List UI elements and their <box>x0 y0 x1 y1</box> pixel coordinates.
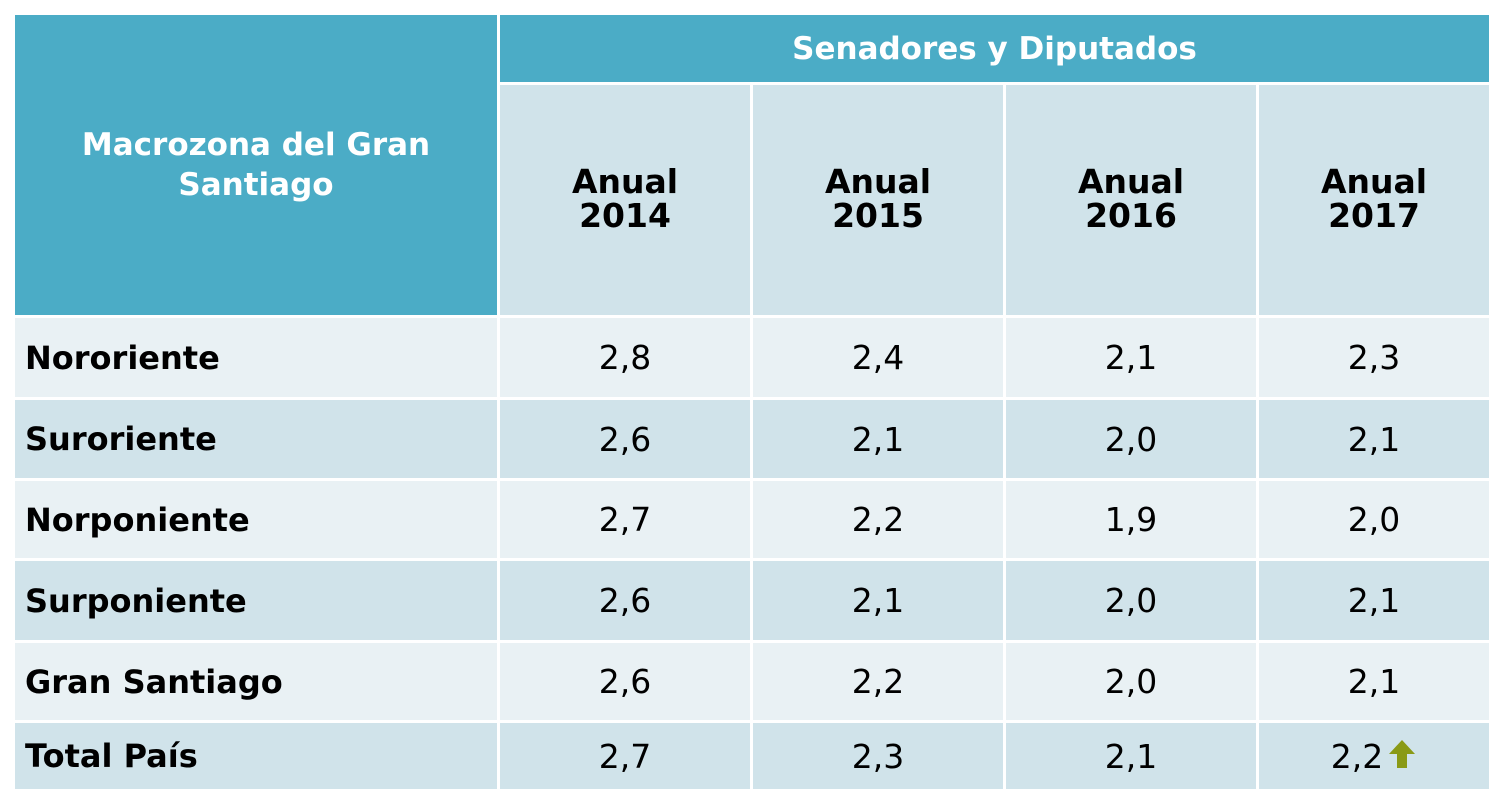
value-cell: 2,2 <box>752 642 1005 722</box>
row-label: Suroriente <box>14 399 499 480</box>
cell-value: 2,6 <box>599 581 651 620</box>
column-header: Anual 2016 <box>1005 84 1258 317</box>
value-cell: 1,9 <box>1005 480 1258 560</box>
value-cell: 2,6 <box>499 642 752 722</box>
cell-value: 2,1 <box>852 420 904 459</box>
value-cell: 2,3 <box>752 722 1005 791</box>
table-row: Total País 2,7 2,3 2,1 2,2 <box>14 722 1489 791</box>
up-arrow-icon <box>1387 738 1417 770</box>
cell-value: 2,1 <box>852 581 904 620</box>
row-label-text: Gran Santiago <box>25 663 283 701</box>
table-row: Surponiente 2,6 2,1 2,0 2,1 <box>14 560 1489 642</box>
value-cell: 2,0 <box>1005 642 1258 722</box>
row-label-text: Suroriente <box>25 420 217 458</box>
cell-value: 2,1 <box>1105 737 1157 776</box>
cell-value: 2,4 <box>852 338 904 377</box>
value-cell: 2,0 <box>1005 560 1258 642</box>
column-header-text: Anual 2015 <box>825 165 931 234</box>
cell-value: 2,0 <box>1105 662 1157 701</box>
value-cell: 2,0 <box>1005 399 1258 480</box>
data-table: Macrozona del Gran Santiago Senadores y … <box>12 12 1489 792</box>
row-label: Gran Santiago <box>14 642 499 722</box>
value-cell: 2,3 <box>1258 317 1489 399</box>
cell-value: 2,1 <box>1348 662 1400 701</box>
cell-value: 2,0 <box>1105 581 1157 620</box>
table-body: Nororiente 2,8 2,4 2,1 2,3 Suroriente 2,6 2,1 2,… <box>14 317 1489 791</box>
row-label: Nororiente <box>14 317 499 399</box>
row-label-text: Surponiente <box>25 582 247 620</box>
value-cell: 2,1 <box>1258 399 1489 480</box>
cell-value: 2,6 <box>599 662 651 701</box>
table-head: Macrozona del Gran Santiago Senadores y … <box>14 14 1489 317</box>
cell-value: 2,3 <box>1348 338 1400 377</box>
value-cell: 2,8 <box>499 317 752 399</box>
value-cell: 2,1 <box>752 399 1005 480</box>
value-cell: 2,6 <box>499 560 752 642</box>
cell-value: 2,7 <box>599 737 651 776</box>
corner-cell: Macrozona del Gran Santiago <box>14 14 499 317</box>
column-header: Anual 2017 <box>1258 84 1489 317</box>
cell-value: 2,8 <box>599 338 651 377</box>
column-header-text: Anual 2017 <box>1321 165 1427 234</box>
cell-value: 2,3 <box>852 737 904 776</box>
cell-value: 2,2 <box>852 500 904 539</box>
cell-value: 2,6 <box>599 420 651 459</box>
column-header-text: Anual 2014 <box>572 165 678 234</box>
column-header-text: Anual 2016 <box>1078 165 1184 234</box>
value-cell: 2,2 <box>752 480 1005 560</box>
value-cell: 2,1 <box>1258 642 1489 722</box>
value-cell: 2,1 <box>1005 317 1258 399</box>
row-label-text: Norponiente <box>25 501 250 539</box>
group-header: Senadores y Diputados <box>499 14 1489 84</box>
cell-value: 2,2 <box>852 662 904 701</box>
value-cell: 2,1 <box>1005 722 1258 791</box>
row-label-text: Nororiente <box>25 339 220 377</box>
header-row: Macrozona del Gran Santiago Senadores y … <box>14 14 1489 84</box>
table-row: Gran Santiago 2,6 2,2 2,0 2,1 <box>14 642 1489 722</box>
cell-value: 2,1 <box>1348 581 1400 620</box>
value-cell: 2,1 <box>752 560 1005 642</box>
column-header: Anual 2015 <box>752 84 1005 317</box>
cell-value: 2,0 <box>1348 500 1400 539</box>
table-row: Nororiente 2,8 2,4 2,1 2,3 <box>14 317 1489 399</box>
arrow-shape <box>1389 740 1415 768</box>
table-row: Norponiente 2,7 2,2 1,9 2,0 <box>14 480 1489 560</box>
cell-value: 2,2 <box>1331 737 1383 776</box>
value-cell: 2,4 <box>752 317 1005 399</box>
column-header: Anual 2014 <box>499 84 752 317</box>
value-cell: 2,7 <box>499 480 752 560</box>
value-cell: 2,6 <box>499 399 752 480</box>
row-label: Total País <box>14 722 499 791</box>
row-label-text: Total País <box>25 737 198 775</box>
value-cell: 2,2 <box>1258 722 1489 791</box>
cell-value: 1,9 <box>1105 500 1157 539</box>
value-cell: 2,7 <box>499 722 752 791</box>
value-cell: 2,1 <box>1258 560 1489 642</box>
cell-value: 2,1 <box>1105 338 1157 377</box>
cell-value: 2,0 <box>1105 420 1157 459</box>
row-label: Surponiente <box>14 560 499 642</box>
cell-value: 2,1 <box>1348 420 1400 459</box>
table-row: Suroriente 2,6 2,1 2,0 2,1 <box>14 399 1489 480</box>
value-cell: 2,0 <box>1258 480 1489 560</box>
row-label: Norponiente <box>14 480 499 560</box>
cell-value: 2,7 <box>599 500 651 539</box>
corner-text: Macrozona del Gran Santiago <box>56 125 456 206</box>
